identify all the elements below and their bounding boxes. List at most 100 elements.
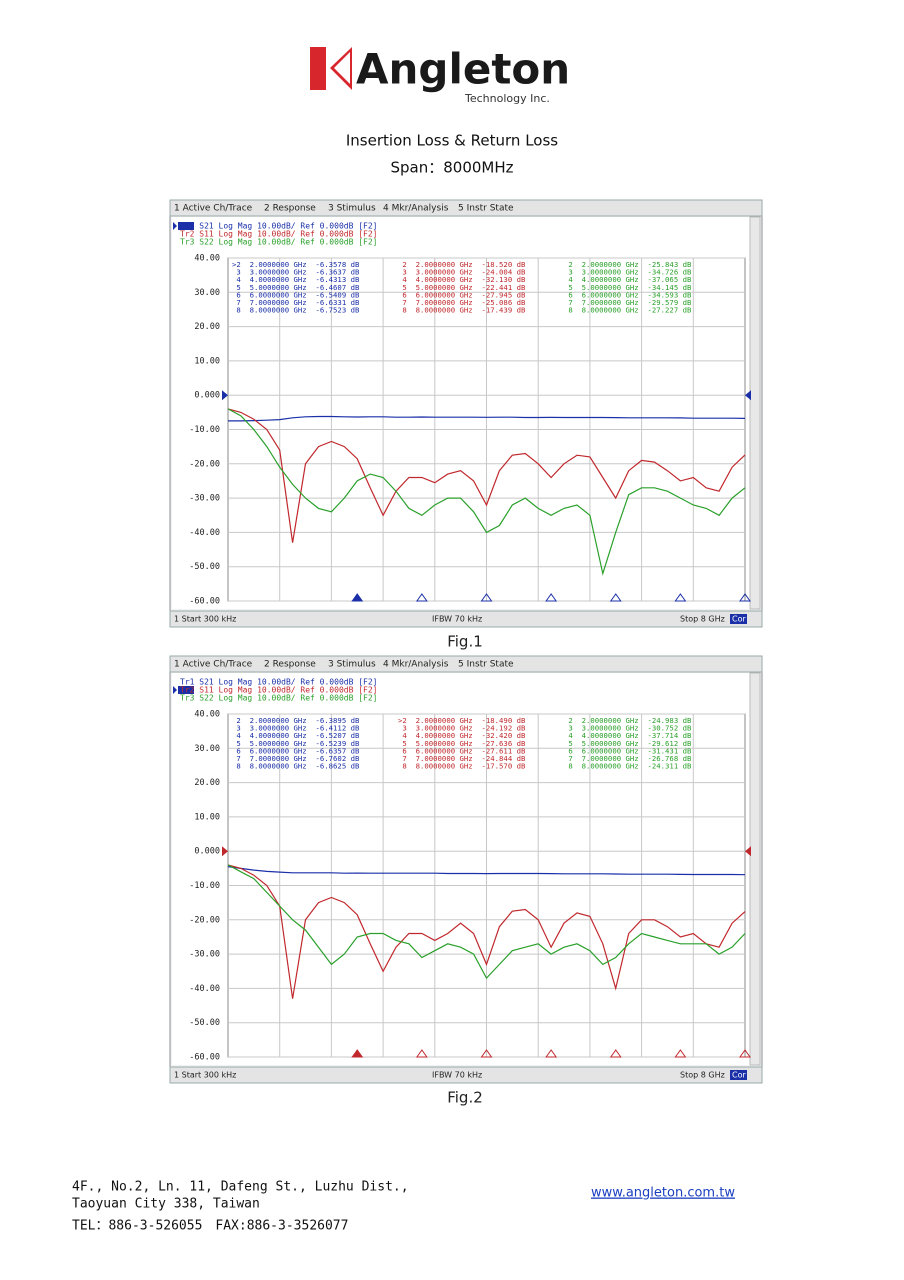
marker-triangle bbox=[415, 593, 428, 602]
menu-item: 3 Stimulus bbox=[328, 204, 376, 214]
status-stop: Stop 8 GHz bbox=[680, 615, 725, 624]
marker-readout: 6 6.0000000 GHz -27.945 dB bbox=[398, 290, 526, 299]
marker-readout: 6 6.0000000 GHz -27.611 dB bbox=[398, 746, 526, 755]
legend-entry: Tr1 S21 Log Mag 10.00dB/ Ref 0.000dB [F2… bbox=[180, 222, 377, 231]
marker-readout: 2 2.0000000 GHz -6.3895 dB bbox=[232, 716, 360, 725]
marker-readout: 4 4.0000000 GHz -6.4313 dB bbox=[232, 275, 360, 284]
marker-readout: 2 2.0000000 GHz -25.843 dB bbox=[564, 260, 692, 269]
y-tick-label: -40.00 bbox=[189, 528, 220, 538]
marker-triangle bbox=[351, 593, 364, 602]
marker-triangle bbox=[415, 1049, 428, 1058]
ref-marker bbox=[222, 846, 228, 857]
marker-readout: 4 4.0000000 GHz -6.5207 dB bbox=[232, 731, 360, 740]
active-highlight bbox=[178, 222, 194, 230]
marker-triangle bbox=[739, 1049, 751, 1058]
menu-item: 2 Response bbox=[264, 204, 316, 214]
menu-item: 1 Active Ch/Trace bbox=[174, 204, 253, 214]
y-tick-label: -50.00 bbox=[189, 562, 220, 572]
status-bar bbox=[169, 1066, 763, 1084]
cor-badge bbox=[730, 614, 747, 624]
marker-readout: 6 6.0000000 GHz -34.593 dB bbox=[564, 290, 692, 299]
figure-caption: Fig.2 bbox=[447, 1089, 483, 1107]
trace-line bbox=[228, 415, 746, 422]
y-tick-label: 20.00 bbox=[194, 778, 220, 788]
menu-bar bbox=[169, 199, 763, 217]
y-tick-label: 10.00 bbox=[194, 356, 220, 366]
y-tick-label: -30.00 bbox=[189, 950, 220, 960]
marker-readout: 4 4.0000000 GHz -32.130 dB bbox=[398, 275, 526, 284]
legend-entry: Tr2 S11 Log Mag 10.00dB/ Ref 0.000dB [F2… bbox=[180, 686, 377, 695]
marker-readout: 5 5.0000000 GHz -6.5239 dB bbox=[232, 739, 360, 748]
marker-readout: 5 5.0000000 GHz -29.612 dB bbox=[564, 739, 692, 748]
menu-item: 2 Response bbox=[264, 660, 316, 670]
marker-readout: 5 5.0000000 GHz -6.4607 dB bbox=[232, 283, 360, 292]
marker-readout: 7 7.0000000 GHz -26.768 dB bbox=[564, 754, 692, 763]
marker-readout: 6 6.0000000 GHz -6.6357 dB bbox=[232, 746, 360, 755]
menu-item: 5 Instr State bbox=[458, 204, 514, 214]
marker-triangle bbox=[545, 593, 558, 602]
menu-item: 3 Stimulus bbox=[328, 660, 376, 670]
active-arrow bbox=[173, 222, 177, 230]
trace-line bbox=[227, 864, 746, 999]
legend-entry: Tr2 S11 Log Mag 10.00dB/ Ref 0.000dB [F2… bbox=[180, 230, 377, 239]
marker-readout: 8 8.0000000 GHz -24.311 dB bbox=[564, 762, 692, 771]
marker-readout: 7 7.0000000 GHz -25.086 dB bbox=[398, 298, 526, 307]
legend-entry: Tr1 S21 Log Mag 10.00dB/ Ref 0.000dB [F2… bbox=[180, 678, 377, 687]
marker-triangle bbox=[480, 593, 493, 602]
marker-readout: 7 7.0000000 GHz -6.6331 dB bbox=[232, 298, 360, 307]
status-cor: Cor bbox=[732, 1071, 746, 1080]
y-tick-label: 30.00 bbox=[194, 288, 220, 298]
menu-item: 5 Instr State bbox=[458, 660, 514, 670]
logo-icon bbox=[310, 47, 326, 90]
active-arrow bbox=[173, 686, 177, 694]
y-tick-label: -10.00 bbox=[189, 425, 220, 435]
marker-readout: 4 4.0000000 GHz -32.420 dB bbox=[398, 731, 526, 740]
marker-readout: 3 3.0000000 GHz -24.192 dB bbox=[398, 724, 526, 733]
marker-readout: 7 7.0000000 GHz -24.844 dB bbox=[398, 754, 526, 763]
marker-readout: 3 3.0000000 GHz -34.726 dB bbox=[564, 268, 692, 277]
marker-triangle bbox=[609, 1049, 622, 1058]
y-tick-label: 40.00 bbox=[194, 710, 220, 720]
address-line: Taoyuan City 338, Taiwan bbox=[72, 1197, 260, 1212]
y-tick-label: -20.00 bbox=[189, 915, 220, 925]
ref-marker bbox=[222, 390, 228, 401]
y-tick-label: 0.000 bbox=[194, 391, 220, 401]
logo: Angleton Technology Inc. bbox=[310, 45, 570, 105]
marker-triangle bbox=[351, 1049, 364, 1058]
cor-badge bbox=[730, 1070, 747, 1080]
marker-triangle bbox=[609, 593, 622, 602]
marker-readout: 3 3.0000000 GHz -6.4112 dB bbox=[232, 724, 360, 733]
scrollbar bbox=[749, 672, 761, 1066]
status-stop: Stop 8 GHz bbox=[680, 1071, 725, 1080]
trace-line bbox=[227, 864, 746, 980]
status-start: 1 Start 300 kHz bbox=[174, 1071, 236, 1080]
legend-entry: Tr3 S22 Log Mag 10.00dB/ Ref 0.000dB [F2… bbox=[180, 238, 377, 247]
menu-item: 4 Mkr/Analysis bbox=[383, 660, 449, 670]
marker-readout: 8 8.0000000 GHz -17.439 dB bbox=[398, 306, 526, 315]
marker-triangle bbox=[480, 1049, 493, 1058]
marker-triangle bbox=[739, 593, 751, 602]
y-tick-label: 20.00 bbox=[194, 322, 220, 332]
y-tick-label: -30.00 bbox=[189, 494, 220, 504]
website-link[interactable]: www.angleton.com.tw bbox=[591, 1186, 735, 1201]
logo-text: Angleton bbox=[356, 45, 570, 94]
doc-span: Span：8000MHz bbox=[390, 159, 513, 177]
trace-line bbox=[227, 408, 746, 576]
marker-readout: 5 5.0000000 GHz -27.636 dB bbox=[398, 739, 526, 748]
logo-subtitle: Technology Inc. bbox=[464, 92, 550, 105]
y-tick-label: 40.00 bbox=[194, 254, 220, 264]
y-tick-label: -60.00 bbox=[189, 1053, 220, 1063]
status-ifbw: IFBW 70 kHz bbox=[432, 1071, 482, 1080]
ref-marker bbox=[745, 390, 751, 401]
marker-readout: 6 6.0000000 GHz -6.5409 dB bbox=[232, 290, 360, 299]
y-tick-label: 10.00 bbox=[194, 812, 220, 822]
marker-triangle bbox=[674, 1049, 687, 1058]
status-start: 1 Start 300 kHz bbox=[174, 615, 236, 624]
marker-readout: 2 2.0000000 GHz -24.983 dB bbox=[564, 716, 692, 725]
scrollbar bbox=[749, 216, 761, 610]
status-bar bbox=[169, 610, 763, 628]
active-highlight bbox=[178, 686, 194, 694]
marker-readout: 3 3.0000000 GHz -24.004 dB bbox=[398, 268, 526, 277]
marker-readout: 5 5.0000000 GHz -22.441 dB bbox=[398, 283, 526, 292]
